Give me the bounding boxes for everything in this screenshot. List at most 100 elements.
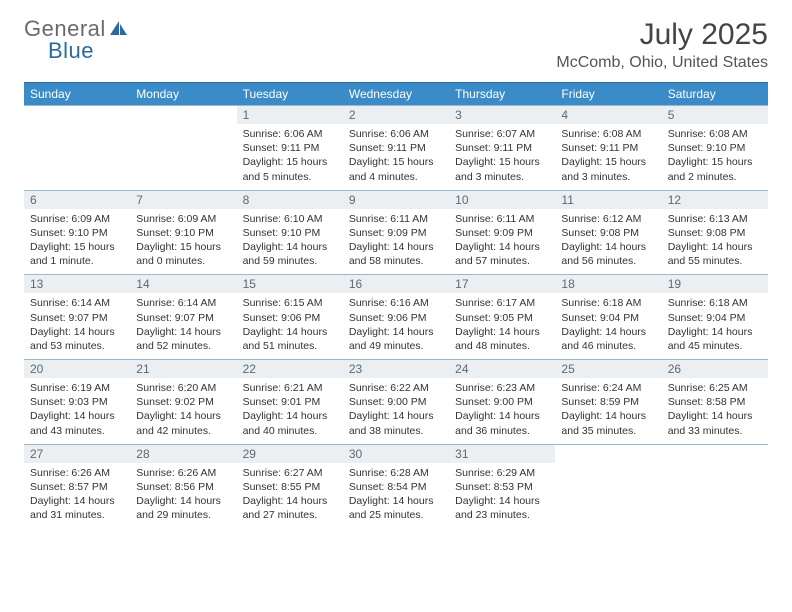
- sunset-text: Sunset: 8:58 PM: [668, 395, 762, 409]
- day-details: Sunrise: 6:11 AMSunset: 9:09 PMDaylight:…: [449, 209, 555, 275]
- calendar-cell: 11Sunrise: 6:12 AMSunset: 9:08 PMDayligh…: [555, 190, 661, 275]
- calendar-grid: SundayMondayTuesdayWednesdayThursdayFrid…: [24, 82, 768, 528]
- sunrise-text: Sunrise: 6:06 AM: [349, 127, 443, 141]
- sunset-text: Sunset: 9:00 PM: [349, 395, 443, 409]
- sunset-text: Sunset: 8:56 PM: [136, 480, 230, 494]
- sunset-text: Sunset: 9:07 PM: [30, 311, 124, 325]
- sunrise-text: Sunrise: 6:29 AM: [455, 466, 549, 480]
- daylight-text: Daylight: 14 hours and 57 minutes.: [455, 240, 549, 268]
- sunset-text: Sunset: 9:04 PM: [668, 311, 762, 325]
- day-number: 26: [662, 360, 768, 378]
- calendar-cell: 3Sunrise: 6:07 AMSunset: 9:11 PMDaylight…: [449, 105, 555, 190]
- calendar-cell: [24, 105, 130, 190]
- day-details: Sunrise: 6:21 AMSunset: 9:01 PMDaylight:…: [237, 378, 343, 444]
- calendar-cell: 6Sunrise: 6:09 AMSunset: 9:10 PMDaylight…: [24, 190, 130, 275]
- day-details: Sunrise: 6:08 AMSunset: 9:10 PMDaylight:…: [662, 124, 768, 190]
- month-title: July 2025: [556, 18, 768, 52]
- day-details: Sunrise: 6:11 AMSunset: 9:09 PMDaylight:…: [343, 209, 449, 275]
- calendar-cell: 14Sunrise: 6:14 AMSunset: 9:07 PMDayligh…: [130, 274, 236, 359]
- sunrise-text: Sunrise: 6:28 AM: [349, 466, 443, 480]
- daylight-text: Daylight: 14 hours and 23 minutes.: [455, 494, 549, 522]
- day-number: 28: [130, 445, 236, 463]
- calendar-cell: 23Sunrise: 6:22 AMSunset: 9:00 PMDayligh…: [343, 359, 449, 444]
- sunset-text: Sunset: 9:10 PM: [136, 226, 230, 240]
- day-details: Sunrise: 6:29 AMSunset: 8:53 PMDaylight:…: [449, 463, 555, 529]
- day-details: Sunrise: 6:28 AMSunset: 8:54 PMDaylight:…: [343, 463, 449, 529]
- sunrise-text: Sunrise: 6:12 AM: [561, 212, 655, 226]
- day-number: 19: [662, 275, 768, 293]
- calendar-cell: [555, 444, 661, 529]
- day-number: 13: [24, 275, 130, 293]
- calendar-cell: 31Sunrise: 6:29 AMSunset: 8:53 PMDayligh…: [449, 444, 555, 529]
- dow-header: Tuesday: [237, 82, 343, 105]
- day-number: 17: [449, 275, 555, 293]
- sunset-text: Sunset: 8:53 PM: [455, 480, 549, 494]
- day-number: 18: [555, 275, 661, 293]
- daylight-text: Daylight: 14 hours and 29 minutes.: [136, 494, 230, 522]
- daylight-text: Daylight: 14 hours and 55 minutes.: [668, 240, 762, 268]
- calendar-cell: 20Sunrise: 6:19 AMSunset: 9:03 PMDayligh…: [24, 359, 130, 444]
- daylight-text: Daylight: 14 hours and 25 minutes.: [349, 494, 443, 522]
- dow-header: Thursday: [449, 82, 555, 105]
- daylight-text: Daylight: 15 hours and 2 minutes.: [668, 155, 762, 183]
- calendar-cell: 25Sunrise: 6:24 AMSunset: 8:59 PMDayligh…: [555, 359, 661, 444]
- calendar-cell: 2Sunrise: 6:06 AMSunset: 9:11 PMDaylight…: [343, 105, 449, 190]
- calendar-cell: 15Sunrise: 6:15 AMSunset: 9:06 PMDayligh…: [237, 274, 343, 359]
- day-number: 9: [343, 191, 449, 209]
- calendar-cell: 9Sunrise: 6:11 AMSunset: 9:09 PMDaylight…: [343, 190, 449, 275]
- sunrise-text: Sunrise: 6:08 AM: [668, 127, 762, 141]
- dow-header: Wednesday: [343, 82, 449, 105]
- sunset-text: Sunset: 9:04 PM: [561, 311, 655, 325]
- daylight-text: Daylight: 14 hours and 45 minutes.: [668, 325, 762, 353]
- daylight-text: Daylight: 14 hours and 46 minutes.: [561, 325, 655, 353]
- sunrise-text: Sunrise: 6:17 AM: [455, 296, 549, 310]
- daylight-text: Daylight: 14 hours and 59 minutes.: [243, 240, 337, 268]
- daylight-text: Daylight: 15 hours and 1 minute.: [30, 240, 124, 268]
- daylight-text: Daylight: 14 hours and 49 minutes.: [349, 325, 443, 353]
- sunrise-text: Sunrise: 6:23 AM: [455, 381, 549, 395]
- sunrise-text: Sunrise: 6:11 AM: [349, 212, 443, 226]
- brand-name-1: General: [24, 18, 106, 40]
- day-details: Sunrise: 6:17 AMSunset: 9:05 PMDaylight:…: [449, 293, 555, 359]
- day-details: Sunrise: 6:25 AMSunset: 8:58 PMDaylight:…: [662, 378, 768, 444]
- sunset-text: Sunset: 8:55 PM: [243, 480, 337, 494]
- sunset-text: Sunset: 9:11 PM: [243, 141, 337, 155]
- sunrise-text: Sunrise: 6:24 AM: [561, 381, 655, 395]
- sunset-text: Sunset: 9:11 PM: [349, 141, 443, 155]
- calendar-cell: 12Sunrise: 6:13 AMSunset: 9:08 PMDayligh…: [662, 190, 768, 275]
- sunset-text: Sunset: 9:07 PM: [136, 311, 230, 325]
- daylight-text: Daylight: 14 hours and 51 minutes.: [243, 325, 337, 353]
- daylight-text: Daylight: 14 hours and 52 minutes.: [136, 325, 230, 353]
- day-details: Sunrise: 6:13 AMSunset: 9:08 PMDaylight:…: [662, 209, 768, 275]
- calendar-cell: 27Sunrise: 6:26 AMSunset: 8:57 PMDayligh…: [24, 444, 130, 529]
- sunset-text: Sunset: 9:06 PM: [349, 311, 443, 325]
- sunset-text: Sunset: 8:57 PM: [30, 480, 124, 494]
- day-number: 23: [343, 360, 449, 378]
- header: GeneralBlue July 2025 McComb, Ohio, Unit…: [24, 18, 768, 72]
- day-details: Sunrise: 6:10 AMSunset: 9:10 PMDaylight:…: [237, 209, 343, 275]
- sunset-text: Sunset: 9:11 PM: [455, 141, 549, 155]
- calendar-cell: 22Sunrise: 6:21 AMSunset: 9:01 PMDayligh…: [237, 359, 343, 444]
- sunset-text: Sunset: 9:09 PM: [455, 226, 549, 240]
- calendar-cell: 28Sunrise: 6:26 AMSunset: 8:56 PMDayligh…: [130, 444, 236, 529]
- day-number: 24: [449, 360, 555, 378]
- daylight-text: Daylight: 14 hours and 31 minutes.: [30, 494, 124, 522]
- daylight-text: Daylight: 14 hours and 53 minutes.: [30, 325, 124, 353]
- day-number: 7: [130, 191, 236, 209]
- sunrise-text: Sunrise: 6:26 AM: [30, 466, 124, 480]
- calendar-cell: 7Sunrise: 6:09 AMSunset: 9:10 PMDaylight…: [130, 190, 236, 275]
- sunset-text: Sunset: 8:59 PM: [561, 395, 655, 409]
- daylight-text: Daylight: 14 hours and 43 minutes.: [30, 409, 124, 437]
- day-details: Sunrise: 6:07 AMSunset: 9:11 PMDaylight:…: [449, 124, 555, 190]
- day-number: 1: [237, 106, 343, 124]
- day-details: Sunrise: 6:15 AMSunset: 9:06 PMDaylight:…: [237, 293, 343, 359]
- day-number: 5: [662, 106, 768, 124]
- day-number: 10: [449, 191, 555, 209]
- location-text: McComb, Ohio, United States: [556, 54, 768, 72]
- daylight-text: Daylight: 14 hours and 38 minutes.: [349, 409, 443, 437]
- dow-header: Sunday: [24, 82, 130, 105]
- sunrise-text: Sunrise: 6:14 AM: [30, 296, 124, 310]
- calendar-cell: 19Sunrise: 6:18 AMSunset: 9:04 PMDayligh…: [662, 274, 768, 359]
- day-number: 6: [24, 191, 130, 209]
- brand-logo: GeneralBlue: [24, 18, 129, 62]
